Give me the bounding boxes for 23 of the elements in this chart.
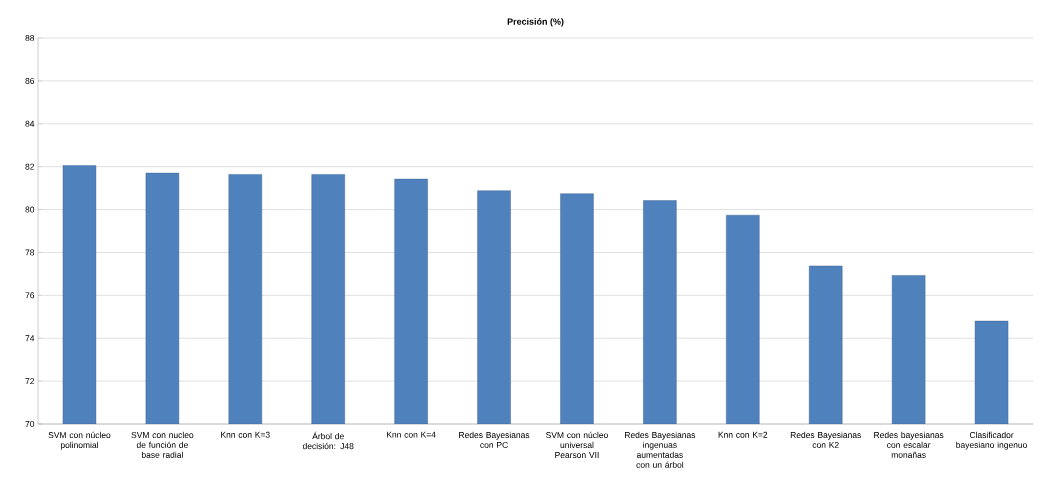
- x-tick-label: SVM con núcleo polinomial: [48, 431, 111, 450]
- x-tick-label: Redes Bayesianas con PC: [459, 431, 530, 448]
- x-tick-label: Knn con K=2: [718, 431, 768, 438]
- y-tick-label: 80: [25, 206, 35, 213]
- x-tick-label: Redes bayesianas con escalar monañas: [874, 431, 944, 458]
- x-tick-label: Redes Bayesianas con K2: [790, 431, 861, 448]
- y-tick-label: 82: [25, 163, 35, 170]
- y-tick-label: 72: [25, 378, 35, 385]
- y-tick-label: 70: [25, 421, 35, 427]
- y-tick-label: 88: [25, 35, 35, 41]
- x-tick-label: Clasificador bayesiano ingenuo: [956, 431, 1027, 450]
- y-tick-label: 84: [25, 120, 35, 127]
- x-tick-label: Knn con K=3: [221, 431, 270, 438]
- x-tick-label: Knn con K=4: [386, 431, 436, 438]
- y-tick-label: 74: [25, 335, 35, 342]
- y-tick-label: 86: [25, 77, 35, 84]
- x-tick-label: Árbol de decisión: J48: [302, 431, 354, 450]
- x-tick-label: SVM con núcleo universal Pearson VII: [546, 431, 608, 459]
- x-tick-label: SVM con nucleo de función de base radial: [131, 431, 194, 458]
- chart-title: Precisión (%): [507, 18, 564, 27]
- x-tick-label: Redes Bayesianas ingenuas aumentadas con un árbol: [625, 431, 696, 468]
- y-tick-label: 76: [25, 292, 35, 299]
- y-tick-label: 78: [25, 249, 35, 256]
